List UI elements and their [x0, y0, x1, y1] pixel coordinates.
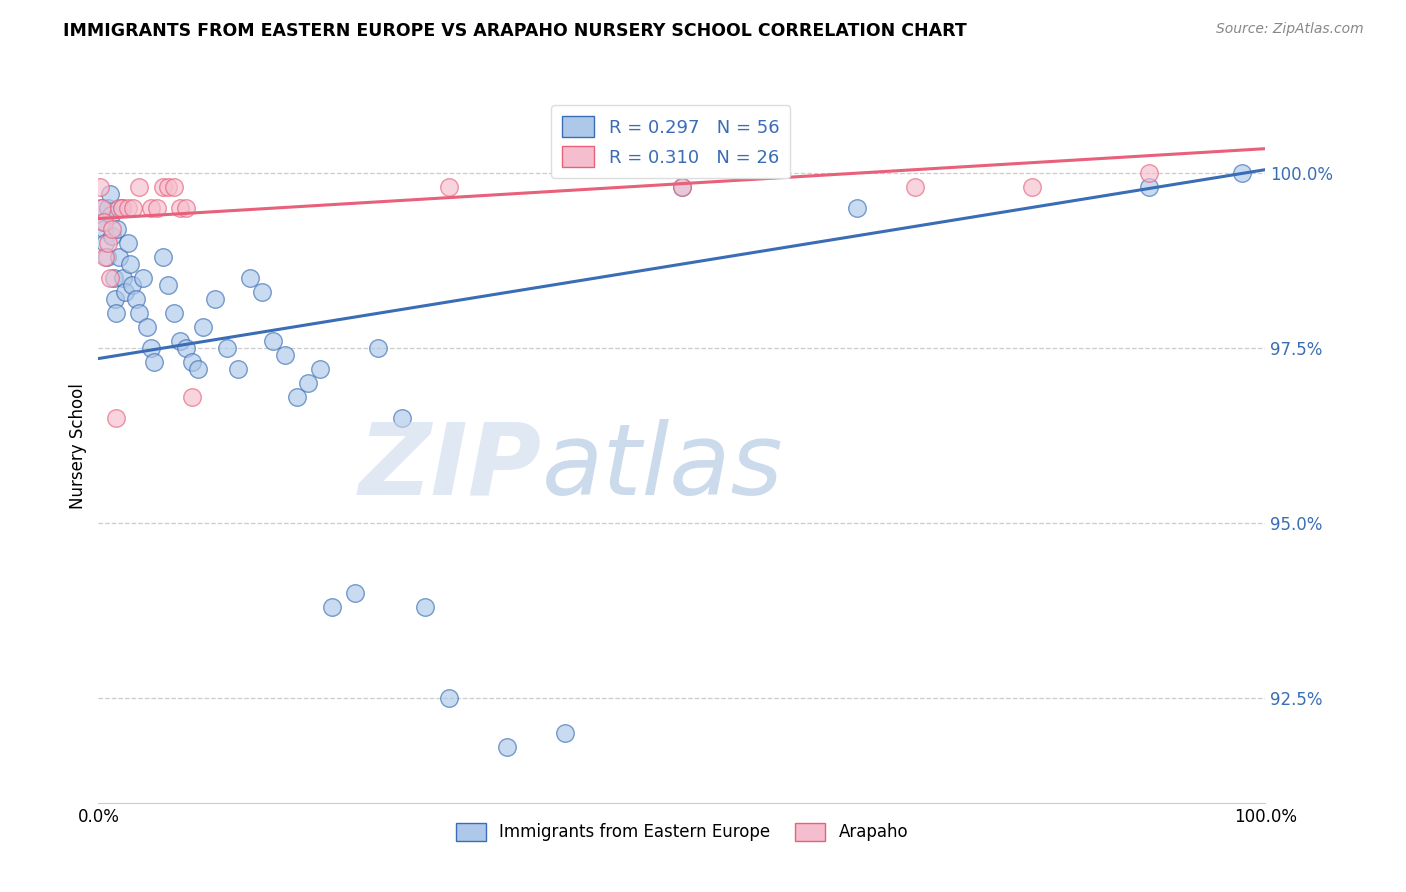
Point — [262, 334, 284, 348]
Point — [239, 271, 262, 285]
Point — [105, 222, 128, 236]
Legend: Immigrants from Eastern Europe, Arapaho: Immigrants from Eastern Europe, Arapaho — [449, 816, 915, 848]
Point — [101, 222, 124, 236]
Point — [163, 180, 186, 194]
Point — [671, 180, 693, 194]
Point — [122, 201, 145, 215]
Point — [174, 341, 197, 355]
Point — [89, 180, 111, 194]
Point — [1021, 180, 1043, 194]
Point — [93, 215, 115, 229]
Y-axis label: Nursery School: Nursery School — [69, 383, 87, 509]
Point — [136, 320, 159, 334]
Point — [169, 201, 191, 215]
Point — [104, 411, 127, 425]
Point — [193, 320, 215, 334]
Point — [274, 348, 297, 362]
Point — [100, 208, 122, 222]
Point — [250, 285, 273, 299]
Point — [309, 362, 332, 376]
Point — [108, 250, 131, 264]
Point — [215, 341, 238, 355]
Point — [111, 271, 134, 285]
Point — [90, 201, 112, 215]
Point — [204, 292, 226, 306]
Point — [90, 201, 112, 215]
Point — [1137, 166, 1160, 180]
Point — [139, 201, 162, 215]
Point — [1230, 166, 1253, 180]
Point — [157, 180, 180, 194]
Point — [104, 306, 127, 320]
Point — [496, 739, 519, 754]
Point — [143, 355, 166, 369]
Point — [152, 250, 174, 264]
Point — [139, 341, 162, 355]
Point — [111, 201, 134, 215]
Point — [437, 690, 460, 705]
Point — [117, 236, 139, 251]
Point — [152, 180, 174, 194]
Point — [108, 201, 131, 215]
Point — [111, 201, 134, 215]
Point — [146, 201, 169, 215]
Point — [391, 411, 413, 425]
Point — [1137, 180, 1160, 194]
Point — [285, 390, 308, 404]
Point — [94, 236, 117, 251]
Text: IMMIGRANTS FROM EASTERN EUROPE VS ARAPAHO NURSERY SCHOOL CORRELATION CHART: IMMIGRANTS FROM EASTERN EUROPE VS ARAPAH… — [63, 22, 967, 40]
Point — [321, 599, 343, 614]
Point — [413, 599, 436, 614]
Point — [114, 285, 136, 299]
Point — [180, 355, 202, 369]
Point — [128, 306, 150, 320]
Point — [367, 341, 389, 355]
Point — [118, 257, 141, 271]
Point — [128, 180, 150, 194]
Point — [169, 334, 191, 348]
Point — [117, 201, 139, 215]
Point — [101, 229, 124, 244]
Point — [97, 201, 120, 215]
Point — [97, 236, 120, 251]
Point — [846, 201, 869, 215]
Point — [104, 292, 127, 306]
Text: Source: ZipAtlas.com: Source: ZipAtlas.com — [1216, 22, 1364, 37]
Point — [174, 201, 197, 215]
Point — [157, 278, 180, 293]
Point — [121, 278, 143, 293]
Text: ZIP: ZIP — [359, 419, 541, 516]
Point — [91, 215, 114, 229]
Point — [103, 271, 125, 285]
Point — [98, 187, 121, 202]
Point — [437, 180, 460, 194]
Text: atlas: atlas — [541, 419, 783, 516]
Point — [554, 726, 576, 740]
Point — [187, 362, 209, 376]
Point — [163, 306, 186, 320]
Point — [671, 180, 693, 194]
Point — [125, 292, 148, 306]
Point — [94, 250, 117, 264]
Point — [228, 362, 250, 376]
Point — [96, 250, 118, 264]
Point — [344, 586, 367, 600]
Point — [904, 180, 927, 194]
Point — [297, 376, 319, 390]
Point — [180, 390, 202, 404]
Point — [132, 271, 155, 285]
Point — [93, 222, 115, 236]
Point — [98, 271, 121, 285]
